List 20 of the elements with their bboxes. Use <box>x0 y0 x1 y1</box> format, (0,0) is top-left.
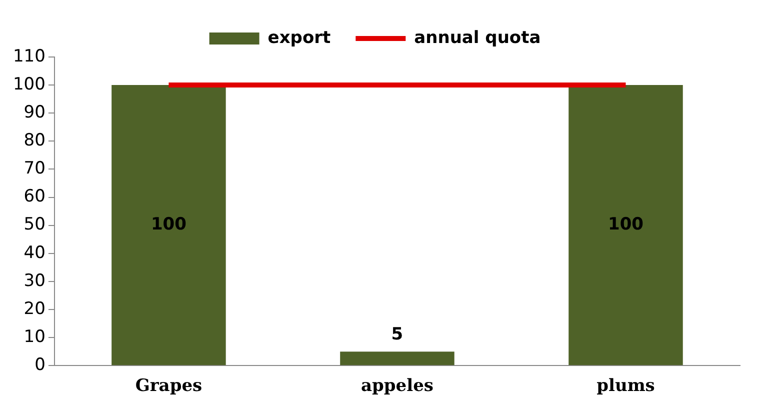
y-tick-label: 10 <box>24 326 46 347</box>
y-tick-label: 0 <box>34 355 46 376</box>
y-tick-label: 90 <box>24 102 46 123</box>
y-tick-label: 50 <box>24 214 46 235</box>
y-tick-label: 80 <box>24 130 46 151</box>
y-tick-label: 110 <box>12 46 46 66</box>
y-tick-label: 30 <box>24 270 46 291</box>
data-label: 100 <box>150 214 187 234</box>
x-tick-label: Grapes <box>135 376 202 396</box>
y-tick-label: 20 <box>24 298 46 319</box>
data-label: 5 <box>391 324 404 344</box>
x-tick-label: plums <box>596 376 655 396</box>
x-tick-label: appeles <box>360 376 434 396</box>
legend-label: export <box>268 28 331 48</box>
y-tick-label: 40 <box>24 242 46 263</box>
y-tick-label: 100 <box>12 74 46 94</box>
data-label: 100 <box>608 214 644 234</box>
y-tick-label: 70 <box>24 158 46 179</box>
y-tick-label: 60 <box>24 186 46 207</box>
legend-label: annual quota <box>414 28 541 48</box>
